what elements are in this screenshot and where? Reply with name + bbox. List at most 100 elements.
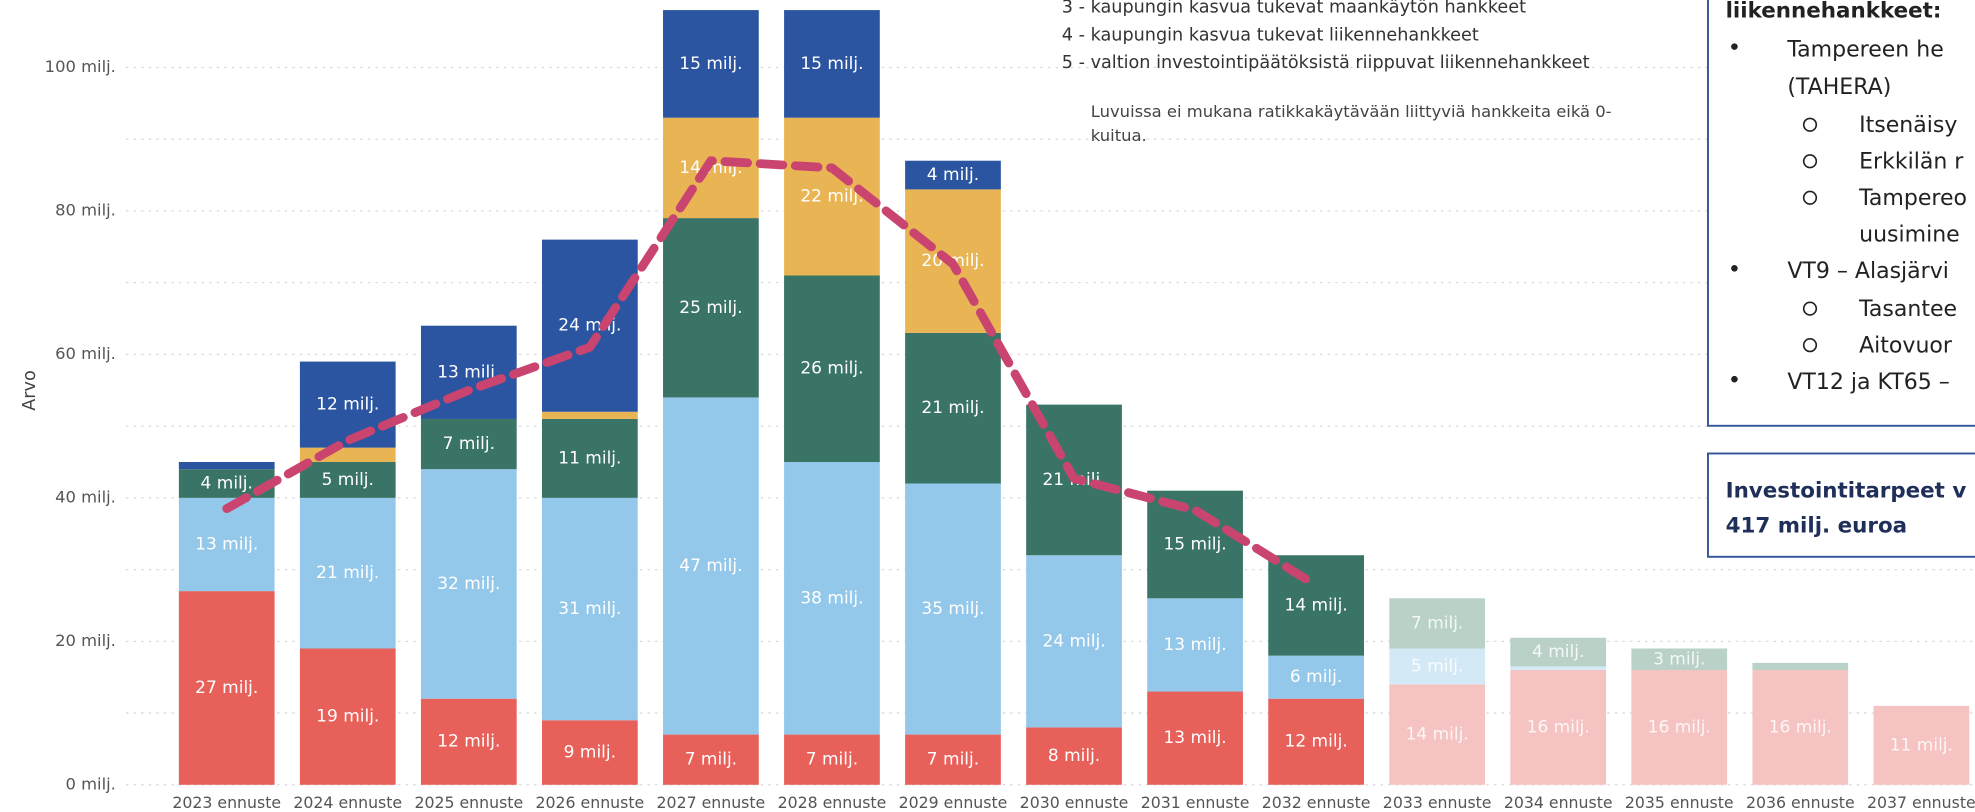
bar-segment	[663, 397, 759, 735]
data-label: 11 milj.	[558, 448, 621, 468]
bar-segment	[420, 698, 517, 785]
side-panel-heading: liikennehankkeet:	[1726, 0, 1942, 23]
data-label: 4 milj.	[927, 165, 979, 185]
bar-segment	[1147, 598, 1243, 692]
x-tick-label: 2034 ennuste	[1504, 793, 1613, 812]
bar-segment	[1268, 555, 1364, 656]
data-label: 19 milj.	[316, 707, 379, 727]
sub-bullet	[1802, 154, 1818, 169]
data-label: 24 milj.	[1042, 631, 1105, 651]
y-tick-label: 20 milj.	[55, 631, 116, 650]
bar-segment	[905, 160, 1001, 190]
data-label: 13 milj.	[1163, 635, 1226, 655]
legend-entry: 5 - valtion investointipäätöksistä riipp…	[1062, 53, 1590, 73]
bar-segment	[178, 591, 275, 785]
data-label: 9 milj.	[564, 743, 616, 763]
bar-segment	[1268, 655, 1364, 699]
bar-segment	[1389, 648, 1486, 685]
data-label: 14 milj.	[1406, 725, 1469, 745]
side-panel-subitem: Erkkilän r	[1859, 150, 1964, 175]
data-label: 26 milj.	[800, 359, 863, 379]
data-label: 25 milj.	[679, 298, 742, 318]
bar-segment	[420, 469, 517, 699]
summary-line: 417 milj. euroa	[1726, 514, 1908, 539]
bar-segment	[1389, 684, 1486, 785]
data-label: 7 milj.	[927, 750, 979, 770]
data-label: 15 milj.	[679, 54, 742, 74]
y-tick-label: 80 milj.	[55, 200, 116, 219]
note: Luvuissa ei mukana ratikkakäytävään liit…	[1090, 103, 1612, 147]
data-label: 15 milj.	[1163, 534, 1226, 554]
data-label: 12 milj.	[1285, 732, 1348, 752]
data-label: 7 milj.	[1411, 613, 1463, 633]
x-tick-label: 2027 ennuste	[657, 793, 766, 812]
x-tick-label: 2036 ennuste	[1746, 793, 1855, 812]
data-label: 7 milj.	[685, 750, 737, 770]
data-label: 31 milj.	[558, 599, 621, 619]
bar-segment	[299, 461, 396, 498]
bar-segment	[541, 720, 638, 785]
sub-bullet	[1802, 190, 1818, 205]
data-label: 7 milj.	[806, 750, 858, 770]
bar-segment	[1026, 555, 1122, 728]
x-tick-label: 2023 ennuste	[172, 793, 281, 812]
y-tick-label: 100 milj.	[45, 57, 116, 76]
y-tick-label: 0 milj.	[65, 774, 115, 793]
x-tick-label: 2029 ennuste	[899, 793, 1008, 812]
side-panel-subitem: uusimine	[1859, 223, 1960, 248]
note-box: Luvuissa ei mukana ratikkakäytävään liit…	[1090, 103, 1612, 147]
bar-segment	[663, 10, 759, 118]
y-tick-label: 40 milj.	[55, 487, 116, 506]
side-panel-subitem: Aitovuor	[1859, 333, 1953, 358]
x-tick-label: 2033 ennuste	[1383, 793, 1492, 812]
bar-segment	[784, 275, 880, 462]
data-label: 32 milj.	[437, 574, 500, 594]
data-label: 5 milj.	[322, 470, 374, 490]
bar-segment	[784, 10, 880, 118]
bar-segment	[299, 648, 396, 785]
data-label: 47 milj.	[679, 556, 742, 576]
bar-segment	[1510, 637, 1607, 667]
bar-segment	[541, 497, 638, 721]
data-label: 11 milj.	[1890, 735, 1953, 755]
data-label: 16 milj.	[1527, 717, 1590, 737]
data-label: 21 milj.	[316, 563, 379, 583]
bullet	[1731, 265, 1738, 272]
data-label: 12 milj.	[316, 395, 379, 415]
sub-bullet	[1802, 338, 1818, 353]
bar-segment	[1268, 698, 1364, 785]
bar-segment	[1631, 670, 1728, 785]
legend-entry: 4 - kaupungin kasvua tukevat liikennehan…	[1062, 25, 1479, 45]
y-tick-label: 60 milj.	[55, 344, 116, 363]
summary-line: Investointitarpeet v	[1726, 478, 1967, 503]
data-label: 21 milj.	[921, 398, 984, 418]
x-tick-label: 2028 ennuste	[778, 793, 887, 812]
data-label: 6 milj.	[1290, 667, 1342, 687]
x-tick-label: 2024 ennuste	[293, 793, 402, 812]
bar-segment	[905, 483, 1001, 735]
bar-segment	[784, 461, 880, 735]
x-tick-label: 2031 ennuste	[1141, 793, 1250, 812]
x-tick-label: 2030 ennuste	[1020, 793, 1129, 812]
data-label: 5 milj.	[1411, 656, 1463, 676]
x-tick-label: 2035 ennuste	[1625, 793, 1734, 812]
bar-segment	[541, 239, 638, 412]
bar-segment	[1389, 598, 1486, 649]
data-label: 7 milj.	[443, 434, 495, 454]
x-tick-label: 2025 ennuste	[414, 793, 523, 812]
data-label: 13 milj.	[195, 534, 258, 554]
side-panel-item: (TAHERA)	[1787, 75, 1891, 100]
data-label: 13 milj.	[1163, 728, 1226, 748]
data-label: 4 milj.	[1532, 642, 1584, 662]
bar-segment	[905, 332, 1001, 484]
bar-segment	[178, 461, 275, 470]
summary-box	[1707, 452, 1975, 558]
side-panel-subitem: Tampereo	[1858, 186, 1967, 211]
side-panel-item: VT12 ja KT65 –	[1787, 370, 1949, 395]
data-label: 35 milj.	[921, 599, 984, 619]
legend-entry: 3 - kaupungin kasvua tukevat maankäytön …	[1062, 0, 1526, 18]
data-label: 15 milj.	[800, 54, 863, 74]
data-label: 22 milj.	[800, 187, 863, 207]
